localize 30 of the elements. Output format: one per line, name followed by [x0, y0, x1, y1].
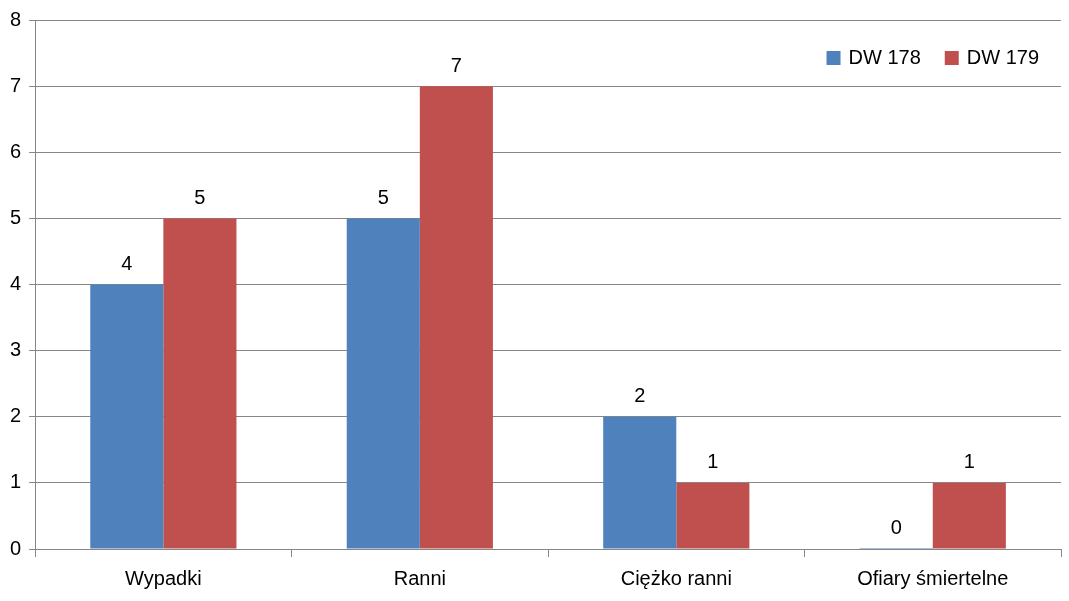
data-label: 1 [963, 450, 975, 473]
bar [419, 86, 493, 549]
bar [346, 218, 420, 549]
data-label: 5 [194, 185, 206, 208]
legend-label: DW 178 [848, 45, 921, 68]
bar [932, 482, 1006, 549]
data-label: 4 [121, 252, 133, 275]
data-label: 0 [890, 515, 902, 538]
y-tick-label: 4 [10, 272, 22, 295]
y-tick-label: 3 [10, 338, 22, 361]
y-tick-label: 8 [10, 7, 22, 30]
bar [163, 218, 237, 549]
x-tick-label: Ciężko ranni [620, 566, 732, 589]
data-label: 5 [377, 185, 389, 208]
legend-label: DW 179 [966, 45, 1039, 68]
y-tick-label: 2 [10, 404, 22, 427]
bar [603, 416, 677, 549]
x-tick-label: Wypadki [125, 566, 202, 589]
data-label: 7 [450, 53, 462, 76]
y-tick-label: 0 [10, 536, 22, 559]
bar [90, 284, 164, 549]
y-tick-label: 5 [10, 205, 22, 228]
bar [676, 482, 750, 549]
x-tick-label: Ranni [393, 566, 446, 589]
y-tick-label: 6 [10, 139, 22, 162]
data-label: 2 [634, 384, 646, 407]
y-tick-label: 7 [10, 73, 22, 96]
data-label: 1 [707, 450, 719, 473]
x-tick-label: Ofiary śmiertelne [857, 566, 1009, 589]
y-tick-label: 1 [10, 470, 22, 493]
